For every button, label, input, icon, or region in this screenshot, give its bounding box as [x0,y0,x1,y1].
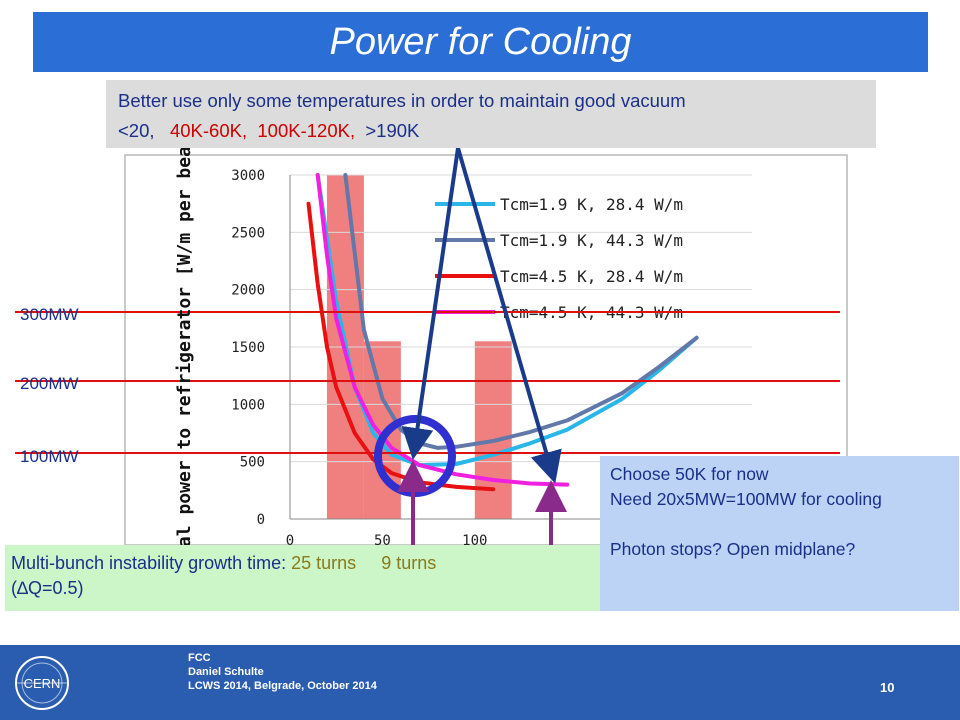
decision-line-2: Need 20x5MW=100MW for cooling [610,489,882,509]
x-tick-label: 0 [286,533,294,549]
instability-turns-25: 25 turns [291,553,357,573]
instability-prefix: Multi-bunch instability growth time: [11,553,287,573]
callout-temp-1: <20, [118,120,155,141]
y-axis-label: Total power to refrigerator [W/m per bea… [174,124,195,579]
page-number: 10 [880,680,895,695]
vacuum-callout: Better use only some temperatures in ord… [106,80,876,148]
temperature-band-3 [474,341,512,519]
footer-project: FCC [188,652,211,664]
callout-temp-3: 100K-120K, [257,120,356,141]
y-tick-label: 3000 [231,168,265,184]
footer-event: LCWS 2014, Belgrade, October 2014 [188,680,377,692]
callout-temp-4: >190K [365,120,420,141]
slide-title: Power for Cooling [33,12,928,72]
decision-line-1: Choose 50K for now [610,464,769,484]
instability-suffix: (∆Q=0.5) [11,578,84,598]
footer-author: Daniel Schulte [188,666,264,678]
instability-note: Multi-bunch instability growth time: 25 … [5,545,600,611]
decision-note: Choose 50K for now Need 20x5MW=100MW for… [600,456,959,611]
mw-label-200: 200MW [20,374,79,393]
temperature-band-2 [363,341,401,519]
legend-label-1: Tcm=1.9 K, 28.4 W/m [500,195,683,214]
y-tick-label: 0 [257,512,265,528]
slide-footer: CERN FCC Daniel Schulte LCWS 2014, Belgr… [0,645,960,720]
y-tick-label: 1000 [231,397,265,413]
series-line-4 [315,173,570,487]
y-tick-label: 2000 [231,283,265,299]
series-line-2 [343,173,699,450]
callout-temp-2: 40K-60K, [169,120,248,141]
legend-label-2: Tcm=1.9 K, 44.3 W/m [500,231,683,250]
decision-line-3: Photon stops? Open midplane? [610,539,856,559]
callout-prefix: Better use only some temperatures in ord… [118,90,686,111]
cern-logo-icon: CERN [15,656,69,710]
mw-label-300: 300MW [20,305,79,324]
arrow-to-50k [401,147,460,460]
arrow-to-100k [456,147,562,484]
cern-logo-text: CERN [24,676,61,691]
y-tick-label: 1500 [231,340,265,356]
footer-info: FCC Daniel Schulte LCWS 2014, Belgrade, … [188,651,377,693]
y-tick-label: 500 [240,455,265,471]
y-tick-label: 2500 [231,225,265,241]
legend-label-3: Tcm=4.5 K, 28.4 W/m [500,267,683,286]
instability-turns-9: 9 turns [381,553,437,573]
mw-label-100: 100MW [20,447,79,466]
